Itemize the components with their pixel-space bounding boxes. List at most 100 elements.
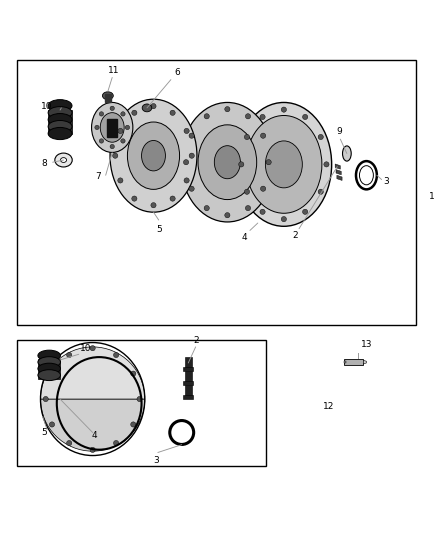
Bar xyxy=(105,94,111,102)
Bar xyxy=(184,367,193,371)
Ellipse shape xyxy=(180,102,274,222)
Circle shape xyxy=(113,153,118,158)
Circle shape xyxy=(118,128,123,134)
Ellipse shape xyxy=(38,350,60,361)
Text: 9: 9 xyxy=(337,127,343,136)
Text: 4: 4 xyxy=(92,431,98,440)
Circle shape xyxy=(99,139,104,143)
Text: 3: 3 xyxy=(153,456,159,465)
Ellipse shape xyxy=(38,363,60,374)
Text: 5: 5 xyxy=(156,225,162,234)
Circle shape xyxy=(131,371,136,376)
Circle shape xyxy=(90,345,95,351)
Polygon shape xyxy=(335,164,340,169)
Circle shape xyxy=(260,209,265,214)
Text: 3: 3 xyxy=(383,177,389,186)
Text: 8: 8 xyxy=(41,159,47,168)
Polygon shape xyxy=(337,175,342,181)
Polygon shape xyxy=(38,359,60,379)
Bar xyxy=(344,361,346,364)
Text: 11: 11 xyxy=(108,66,119,75)
Circle shape xyxy=(266,159,271,165)
Circle shape xyxy=(239,162,244,167)
Text: 4: 4 xyxy=(242,233,247,243)
Bar xyxy=(184,395,193,399)
Circle shape xyxy=(67,440,72,446)
Circle shape xyxy=(225,107,230,112)
Ellipse shape xyxy=(142,104,152,112)
Ellipse shape xyxy=(38,370,60,381)
Circle shape xyxy=(204,206,209,211)
Circle shape xyxy=(189,153,194,158)
Circle shape xyxy=(99,112,104,116)
Circle shape xyxy=(67,352,72,358)
Ellipse shape xyxy=(60,158,67,163)
Ellipse shape xyxy=(48,127,72,140)
Circle shape xyxy=(170,110,175,115)
Text: 1: 1 xyxy=(429,192,435,201)
Circle shape xyxy=(131,422,136,427)
Circle shape xyxy=(184,178,189,183)
Circle shape xyxy=(303,209,308,214)
Circle shape xyxy=(318,189,323,195)
Circle shape xyxy=(137,397,142,402)
Circle shape xyxy=(244,134,250,140)
Circle shape xyxy=(151,103,156,109)
Ellipse shape xyxy=(38,357,60,368)
Ellipse shape xyxy=(48,107,72,119)
Circle shape xyxy=(110,106,114,110)
Circle shape xyxy=(118,178,123,183)
Ellipse shape xyxy=(127,122,180,189)
Circle shape xyxy=(121,112,125,116)
Ellipse shape xyxy=(48,120,72,133)
Circle shape xyxy=(132,110,137,115)
Circle shape xyxy=(244,189,250,195)
Circle shape xyxy=(261,186,266,191)
Bar xyxy=(185,357,192,369)
Bar xyxy=(107,119,117,137)
Circle shape xyxy=(113,440,119,446)
Circle shape xyxy=(90,447,95,453)
Circle shape xyxy=(204,114,209,119)
Bar xyxy=(17,341,266,466)
Circle shape xyxy=(261,133,266,138)
Ellipse shape xyxy=(55,153,72,167)
Bar xyxy=(185,371,192,383)
Text: 2: 2 xyxy=(193,336,199,345)
Circle shape xyxy=(260,115,265,119)
Circle shape xyxy=(184,128,189,134)
Ellipse shape xyxy=(198,125,257,199)
Circle shape xyxy=(184,159,189,165)
Circle shape xyxy=(95,125,99,130)
Text: 2: 2 xyxy=(293,231,298,240)
Bar xyxy=(184,381,193,385)
Polygon shape xyxy=(364,360,367,364)
Wedge shape xyxy=(40,347,145,399)
Text: 7: 7 xyxy=(95,172,101,181)
Bar xyxy=(185,385,192,397)
Text: 10: 10 xyxy=(81,344,92,353)
Circle shape xyxy=(43,397,48,402)
Circle shape xyxy=(281,107,286,112)
Ellipse shape xyxy=(110,99,197,212)
Ellipse shape xyxy=(214,146,240,179)
Ellipse shape xyxy=(92,102,133,152)
Circle shape xyxy=(113,352,119,358)
Circle shape xyxy=(151,203,156,208)
Circle shape xyxy=(324,162,329,167)
Bar xyxy=(344,359,364,365)
Circle shape xyxy=(303,115,308,119)
Circle shape xyxy=(225,213,230,218)
Ellipse shape xyxy=(48,114,72,126)
Ellipse shape xyxy=(343,146,351,161)
Circle shape xyxy=(121,139,125,143)
Wedge shape xyxy=(40,399,145,451)
Ellipse shape xyxy=(236,102,332,227)
Text: 12: 12 xyxy=(323,402,334,411)
Circle shape xyxy=(125,125,130,130)
Text: 13: 13 xyxy=(360,340,372,349)
Circle shape xyxy=(132,196,137,201)
Circle shape xyxy=(49,371,55,376)
Circle shape xyxy=(189,133,194,138)
Text: 6: 6 xyxy=(174,68,180,77)
